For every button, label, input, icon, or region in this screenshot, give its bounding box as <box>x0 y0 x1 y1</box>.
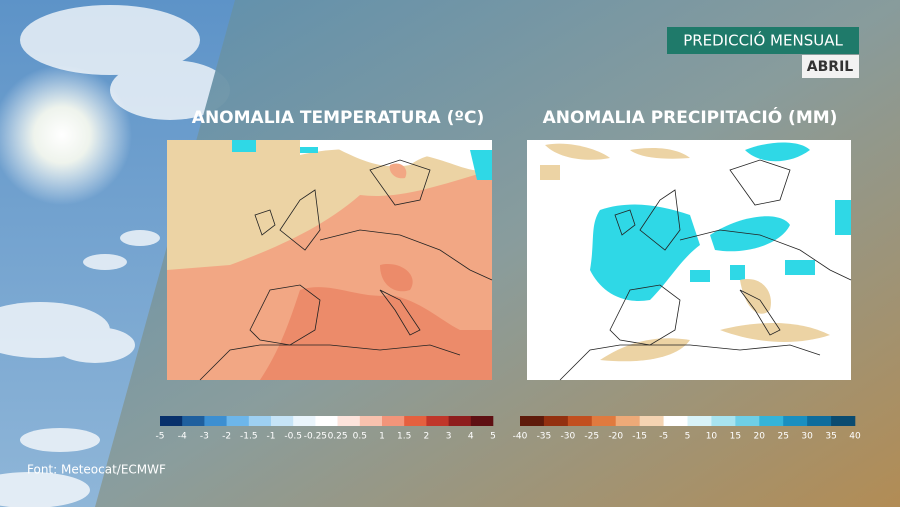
header-subtitle: ABRIL <box>807 59 853 75</box>
legend-label: -40 <box>513 432 528 442</box>
legend-label: 20 <box>754 432 766 442</box>
legend-label: 3 <box>446 432 452 442</box>
legend-swatch <box>831 416 856 426</box>
header-badge <box>667 27 859 54</box>
legend-swatch <box>735 416 760 426</box>
source-credit: Font: Meteocat/ECMWF <box>27 463 166 477</box>
legend-swatch <box>315 416 338 426</box>
legend-swatch <box>204 416 227 426</box>
map-title: ANOMALIA TEMPERATURA (ºC) <box>192 108 484 128</box>
legend-label: 0.5 <box>353 432 367 442</box>
legend-label: 2 <box>424 432 430 442</box>
legend-swatch <box>807 416 832 426</box>
legend-swatch <box>404 416 427 426</box>
legend-swatch <box>160 416 183 426</box>
legend-swatch <box>293 416 316 426</box>
legend-label: 30 <box>801 432 813 442</box>
legend-label: 0.25 <box>328 432 348 442</box>
legend-swatch <box>337 416 361 426</box>
legend-label: -0.5 <box>284 432 302 442</box>
legend-label: -0.25 <box>304 432 327 442</box>
legend-swatch <box>520 416 545 426</box>
legend-label: -4 <box>178 432 187 442</box>
header-title: PREDICCIÓ MENSUAL <box>683 31 843 50</box>
clouds <box>0 5 230 507</box>
legend-label: -2 <box>222 432 231 442</box>
legend-swatch <box>543 416 569 426</box>
legend-swatch <box>639 416 664 426</box>
legend-label: -5 <box>156 432 165 442</box>
legend-label: -25 <box>584 432 599 442</box>
legend-label: 40 <box>849 432 861 442</box>
precipitation-map <box>527 140 852 381</box>
legend-label: 1.5 <box>397 432 411 442</box>
legend-label: 4 <box>468 432 474 442</box>
map-title: ANOMALIA PRECIPITACIÓ (MM) <box>543 106 838 128</box>
legend-swatch <box>783 416 808 426</box>
legend-swatch <box>248 416 272 426</box>
legend-label: 25 <box>777 432 788 442</box>
legend-label: 35 <box>825 432 836 442</box>
legend-label: -15 <box>632 432 647 442</box>
legend-swatch <box>426 416 449 426</box>
legend-swatch <box>567 416 593 426</box>
legend-swatch <box>687 416 712 426</box>
legend-label: 1 <box>379 432 385 442</box>
legend-swatch <box>711 416 736 426</box>
legend-swatch <box>470 416 494 426</box>
legend-label: -3 <box>200 432 209 442</box>
legend-swatch <box>271 416 294 426</box>
legend-label: -20 <box>608 432 623 442</box>
legends: -5 -4 -3 -2 -1.5 -1 -0.5 -0.25 0.25 0.5 1 1.5 2 3 4 5 -4… <box>156 416 861 442</box>
sun <box>0 65 132 205</box>
legend-swatch <box>663 416 688 426</box>
panel-overlay <box>95 0 900 507</box>
legend-label: 5 <box>490 432 496 442</box>
legend-swatch <box>759 416 784 426</box>
legend-label: 15 <box>730 432 741 442</box>
legend-label: -30 <box>561 432 576 442</box>
legend-swatch <box>382 416 405 426</box>
legend-swatch <box>448 416 472 426</box>
legend-label: 10 <box>706 432 718 442</box>
temperature-map <box>167 140 493 381</box>
legend-label: -5 <box>659 432 668 442</box>
legend-swatch <box>359 416 383 426</box>
legend-label: -35 <box>537 432 552 442</box>
legend-swatch <box>615 416 640 426</box>
legend-label: -1.5 <box>240 432 258 442</box>
legend-swatch <box>591 416 617 426</box>
legend-label: 5 <box>685 432 691 442</box>
subtitle-badge <box>802 55 859 78</box>
legend-label: -1 <box>267 432 276 442</box>
legend-swatch <box>182 416 205 426</box>
legend-swatch <box>226 416 250 426</box>
